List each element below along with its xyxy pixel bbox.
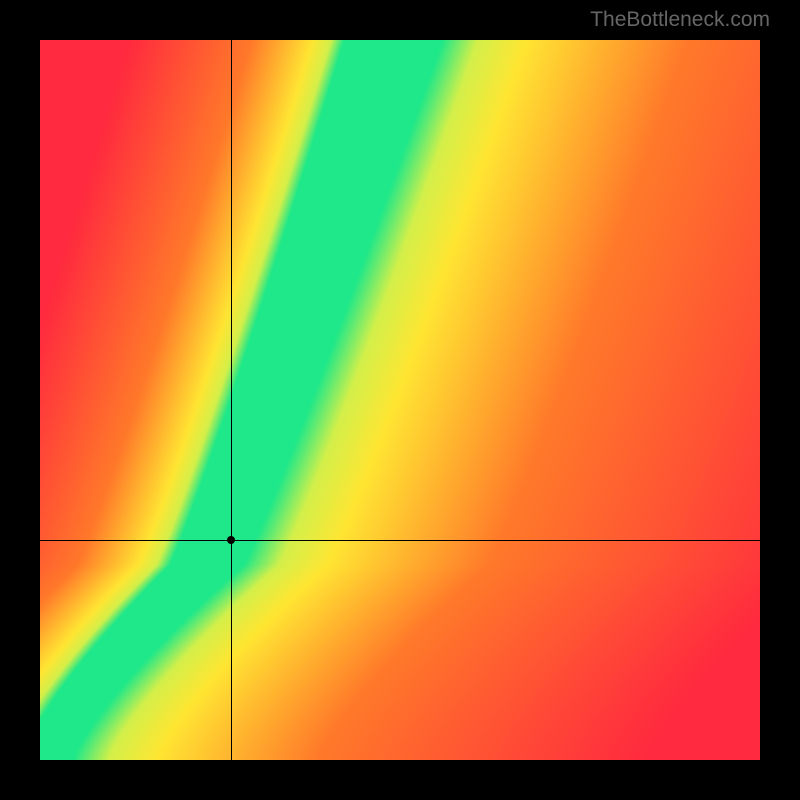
heatmap-canvas	[40, 40, 760, 760]
chart-container: TheBottleneck.com	[0, 0, 800, 800]
crosshair-horizontal	[40, 540, 760, 541]
data-point	[227, 536, 235, 544]
crosshair-vertical	[231, 40, 232, 760]
plot-area	[40, 40, 760, 760]
watermark-text: TheBottleneck.com	[590, 8, 770, 32]
